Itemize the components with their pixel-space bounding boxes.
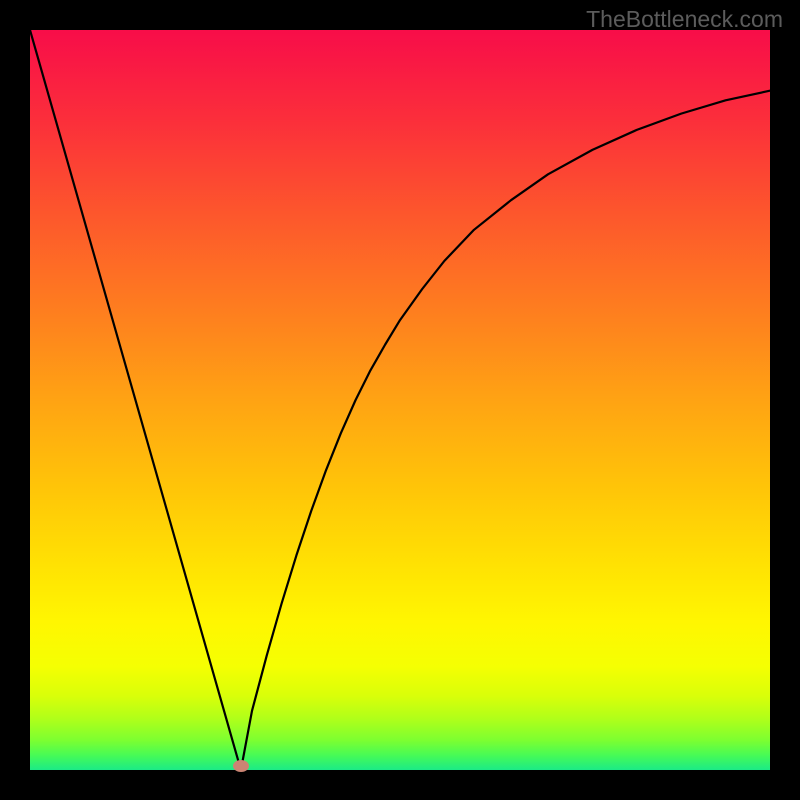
bottleneck-curve-chart xyxy=(30,30,770,770)
optimum-dot xyxy=(233,760,249,772)
plot-area xyxy=(30,30,770,770)
gradient-background xyxy=(30,30,770,770)
attribution-label: TheBottleneck.com xyxy=(586,6,783,33)
chart-root: TheBottleneck.com xyxy=(0,0,800,800)
